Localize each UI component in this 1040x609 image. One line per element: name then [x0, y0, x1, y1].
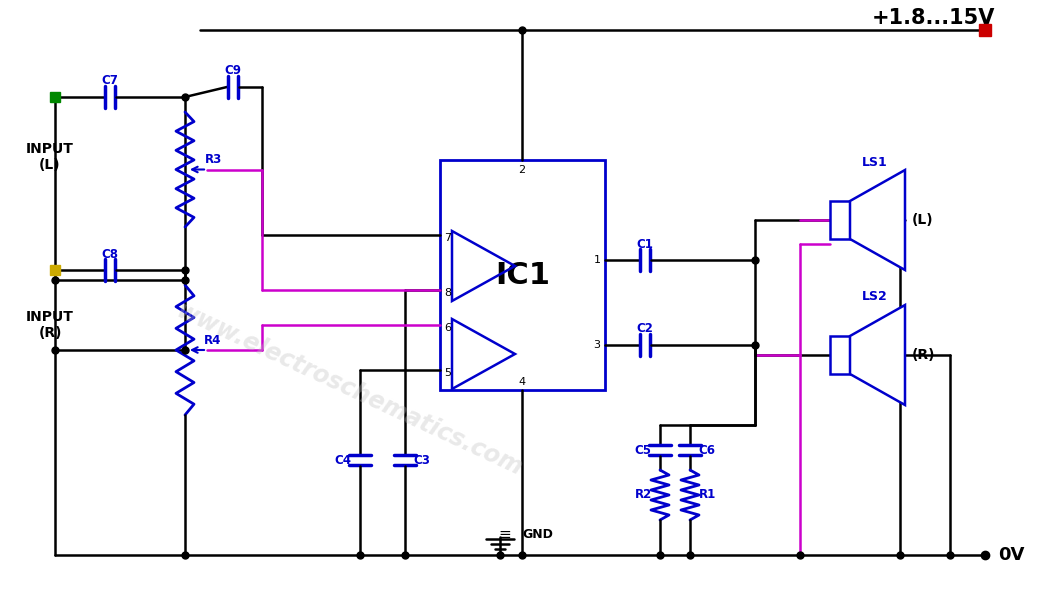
Text: +1.8...15V: +1.8...15V [872, 8, 995, 28]
Text: R3: R3 [205, 153, 222, 166]
Text: C8: C8 [102, 247, 119, 261]
Polygon shape [850, 170, 905, 270]
Text: C6: C6 [699, 443, 716, 457]
Text: INPUT
(R): INPUT (R) [26, 310, 74, 340]
Bar [440, 160, 605, 390]
Text: IC1: IC1 [495, 261, 550, 289]
Text: 2: 2 [518, 165, 525, 175]
Text: 6: 6 [444, 323, 451, 333]
Text: GND: GND [522, 527, 553, 541]
Text: (R): (R) [912, 348, 936, 362]
Text: 8: 8 [444, 288, 451, 298]
Text: C3: C3 [414, 454, 431, 466]
Text: 0V: 0V [998, 546, 1024, 564]
Text: LS2: LS2 [862, 290, 888, 303]
Text: 5: 5 [444, 368, 451, 378]
Bar [830, 201, 850, 239]
Text: C2: C2 [636, 323, 653, 336]
Text: C5: C5 [634, 443, 651, 457]
Text: (L): (L) [912, 213, 934, 227]
Text: C9: C9 [225, 65, 241, 77]
Text: R4: R4 [204, 334, 222, 347]
Text: www.electroschematics.com: www.electroschematics.com [173, 299, 527, 481]
Text: C1: C1 [636, 238, 653, 250]
Text: R1: R1 [699, 488, 716, 501]
Polygon shape [850, 305, 905, 405]
Text: LS1: LS1 [862, 155, 888, 169]
Text: 4: 4 [518, 377, 525, 387]
Text: R2: R2 [634, 488, 652, 501]
Text: 3: 3 [594, 340, 600, 350]
Text: C4: C4 [335, 454, 352, 466]
Text: 7: 7 [444, 233, 451, 243]
Text: C7: C7 [102, 74, 119, 88]
Text: INPUT
(L): INPUT (L) [26, 142, 74, 172]
Bar [830, 336, 850, 374]
Text: 1: 1 [594, 255, 600, 265]
Text: ≡: ≡ [498, 527, 512, 541]
